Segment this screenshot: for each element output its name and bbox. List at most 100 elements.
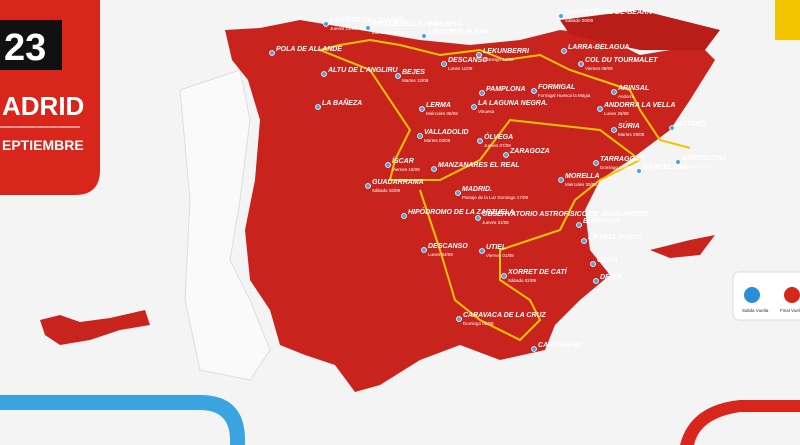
stop-name: OLIVA (597, 257, 618, 264)
stop-marker (561, 48, 567, 54)
header-month: EPTIEMBRE (2, 137, 84, 153)
stop-date: Jueves 14/09 (330, 26, 357, 31)
stop-date: Lunes 28/08 (604, 111, 629, 116)
stop-marker (476, 52, 482, 58)
stop-date: Miércoles 06/09 (426, 111, 458, 116)
stop-name: RIBADESELLA / RIBESEYA (372, 21, 463, 28)
stop-name: ALTU DE L'ANGLIRU (327, 67, 399, 74)
legend-box (732, 271, 800, 321)
stop-marker (395, 73, 401, 79)
stop-marker (590, 261, 596, 267)
stop-marker (581, 238, 587, 244)
stop-date: Sábado 09/09 (565, 18, 594, 23)
stop-marker (636, 168, 642, 174)
stop-date: Miércoles 30/08 (565, 182, 597, 187)
stop-name: VALLADOLID (424, 129, 469, 136)
stop-date: Jueves 07/09 (484, 143, 511, 148)
france-border (560, 10, 720, 50)
stop-date: Martes 12/09 (402, 78, 429, 83)
stop-name: ÍSCAR (392, 156, 414, 165)
stop-name: SAUVETERRE-DE-BÉARN (565, 7, 653, 16)
stop-marker (503, 152, 509, 158)
stop-date: Viernes 15/09 (392, 167, 420, 172)
stop-marker (593, 160, 599, 166)
stop-marker (421, 247, 427, 253)
stop-date: Viernes 01/09 (486, 253, 514, 258)
yellow-strip (775, 0, 800, 40)
stop-name: MADRID. (462, 186, 492, 193)
stop-name: LERMA (426, 102, 451, 109)
stop-marker (578, 61, 584, 67)
stop-marker (365, 25, 371, 31)
balearic (650, 235, 715, 258)
stop-marker (321, 71, 327, 77)
blue-arc (0, 395, 245, 445)
stop-name: DÉNIA (600, 272, 622, 281)
stop-name: UTIEL (486, 244, 506, 251)
stop-name: CARTAGENA (538, 342, 582, 349)
stop-marker (611, 127, 617, 133)
stop-name: GUADARRAMA (372, 179, 424, 186)
stop-name: DESCANSO (428, 243, 468, 250)
stop-name: LA CRUZ DE LINARES (330, 17, 405, 24)
stop-marker (475, 215, 481, 221)
stop-marker (576, 222, 582, 228)
stop-name: MATARÓ (676, 119, 706, 128)
legend-end-icon (784, 287, 800, 303)
stop-marker (558, 177, 564, 183)
stop-name: LEKUNBERRI (483, 48, 530, 55)
stop-name: XORRET DE CATÍ (507, 267, 568, 276)
stop-date: Vinuesa (478, 109, 495, 114)
stop-marker (531, 88, 537, 94)
stop-name: MANZANARES EL REAL (438, 162, 520, 169)
stop-marker (421, 33, 427, 39)
legend-label: Salida Vuelta (742, 308, 769, 313)
stop-date: Domingo 03/09 (463, 321, 494, 326)
stop-marker (477, 138, 483, 144)
stop-name: TARRAGONA (600, 156, 645, 163)
stop-name: BARCELONA (682, 155, 727, 162)
header-city: ADRID (2, 91, 84, 121)
stop-name: ÓLVEGA (484, 132, 513, 141)
stop-date: Formigal Huesca la Magia (538, 93, 591, 98)
stop-date: Lunes 11/09 (448, 66, 473, 71)
stop-name: CARAVACA DE LA CRUZ (463, 312, 547, 319)
stop-name: BURRIANA (583, 218, 620, 225)
spain (225, 20, 715, 392)
stop-date: Sábado 02/09 (508, 278, 537, 283)
stop-marker (611, 89, 617, 95)
stop-marker (456, 316, 462, 322)
stop-marker (419, 106, 425, 112)
stop-marker (479, 248, 485, 254)
stop-name: SÚRIA (618, 121, 640, 130)
stop-date: Martes 29/08 (618, 132, 645, 137)
stop-marker (471, 104, 477, 110)
stop-marker (669, 125, 675, 131)
stop-marker (558, 13, 564, 19)
stop-date: Sábado 16/09 (372, 188, 401, 193)
stop-name: LA VALL D'UIXÓ (588, 232, 643, 241)
legend-label: Final Vuelta (780, 308, 800, 313)
stop-name: ANDORRA LA VELLA (603, 102, 675, 109)
stop-date: Lunes 04/09 (428, 252, 453, 257)
stop-marker (417, 133, 423, 139)
number-box (0, 20, 62, 70)
stop-name: BARCELONA (643, 164, 688, 171)
stop-marker (597, 106, 603, 112)
stop-date: Jueves 31/08 (482, 220, 509, 225)
stop-name: ARINSAL (617, 85, 649, 92)
stop-name: ZARAGOZA (509, 148, 550, 155)
stop-marker (323, 21, 329, 27)
route (316, 38, 691, 342)
stop-marker (441, 61, 447, 67)
red-arc (680, 400, 800, 445)
portugal (179, 69, 271, 381)
stop-name: LA LAGUNA NEGRA. (478, 100, 548, 107)
stop-date: Andorra (618, 94, 635, 99)
stop-name: COL DU TOURMALET (585, 57, 658, 64)
stop-name: HIPÓDROMO DE LA ZARZUELA (408, 207, 514, 216)
stop-name: LARRA-BELAGUA (568, 44, 629, 51)
stop-marker (455, 190, 461, 196)
stop-marker (593, 278, 599, 284)
